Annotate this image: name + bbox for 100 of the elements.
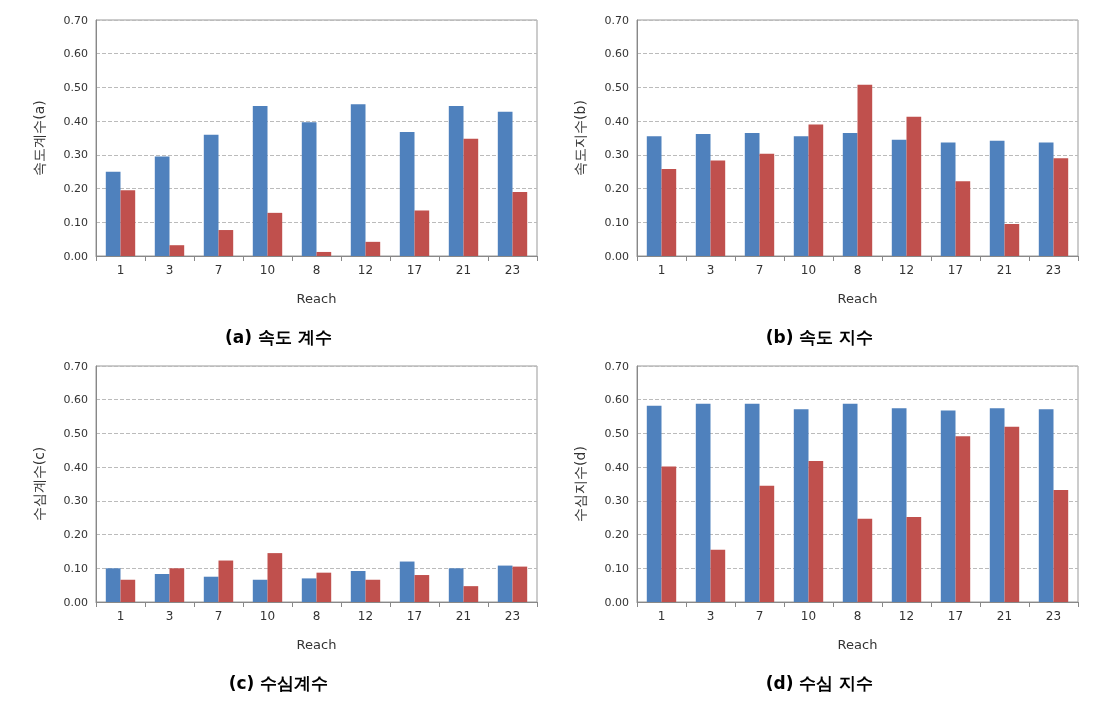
x-tick-label: 7 [214,609,223,623]
y-tick-label: 0.20 [604,528,629,542]
bar [463,138,479,256]
bar [793,409,809,602]
bar [218,230,234,256]
x-tick-label: 23 [504,609,521,623]
y-tick-label: 0.70 [63,13,88,27]
bar [169,568,185,602]
y-tick-label: 0.00 [604,595,629,609]
bar [463,586,479,602]
bar [414,210,430,256]
y-tick-label: 0.20 [604,182,629,196]
bar [695,403,711,602]
y-tick-label: 0.70 [604,359,629,373]
y-tick-label: 0.50 [604,80,629,94]
bar [891,139,907,256]
x-tick-label: 1 [116,263,125,277]
y-tick-label: 0.60 [604,393,629,407]
bar [989,408,1005,602]
y-tick-label: 0.40 [604,114,629,128]
bar [759,485,775,602]
bar [808,461,824,602]
y-tick-label: 0.10 [604,561,629,575]
y-tick-label: 0.20 [63,528,88,542]
y-tick-label: 0.50 [604,426,629,440]
bar [1004,223,1020,256]
bar [252,105,268,256]
bar [120,579,136,602]
bar [154,574,170,602]
bar [316,251,332,256]
x-tick-label: 12 [357,609,374,623]
x-tick-label: 10 [800,263,817,277]
x-tick-label: 1 [657,263,666,277]
bar [218,560,234,602]
x-tick-label: 8 [853,609,862,623]
bar [120,190,136,256]
bar [301,578,317,602]
x-tick-label: 21 [455,609,472,623]
x-tick-label: 12 [898,263,915,277]
y-tick-label: 0.40 [604,460,629,474]
x-tick-label: 3 [165,609,174,623]
x-axis-title: Reach [296,637,337,652]
bar [940,410,956,602]
x-tick-label: 8 [312,609,321,623]
y-tick-label: 0.60 [63,47,88,61]
bar [154,156,170,256]
y-tick-label: 0.30 [604,148,629,162]
bar [1038,409,1054,602]
y-tick-label: 0.40 [63,114,88,128]
x-tick-label: 1 [657,609,666,623]
bar [1053,490,1069,602]
x-axis-title: Reach [837,291,878,306]
y-tick-label: 0.40 [63,460,88,474]
x-tick-label: 23 [1045,609,1062,623]
bar [365,241,381,256]
bar [448,105,464,256]
bar [169,245,185,256]
x-axis-title: Reach [296,291,337,306]
bar [399,131,415,256]
text: (c) 수심계수 [228,672,329,693]
x-tick-label: 8 [312,263,321,277]
bar [808,124,824,256]
bar [350,104,366,256]
y-axis-title: 속도계수(a) [31,100,47,176]
y-tick-label: 0.20 [63,182,88,196]
x-tick-label: 17 [947,263,964,277]
x-tick-label: 12 [898,609,915,623]
bar [203,134,219,256]
x-tick-label: 7 [214,263,223,277]
bar [906,116,922,256]
bar [891,408,907,602]
bar [661,169,677,256]
bar [710,160,726,256]
bar [497,565,513,602]
bar [744,403,760,602]
y-axis-title: 수심계수(c) [31,446,47,522]
bar [857,518,873,602]
bar [940,142,956,256]
y-tick-label: 0.10 [63,215,88,229]
bar [350,570,366,602]
x-tick-label: 17 [406,609,423,623]
x-tick-label: 10 [259,609,276,623]
bar [759,153,775,256]
bar [842,403,858,602]
bar [365,579,381,602]
x-tick-label: 10 [800,609,817,623]
y-tick-label: 0.30 [63,494,88,508]
bar [414,575,430,602]
bar [512,191,528,256]
bar [105,171,121,256]
x-tick-label: 3 [706,263,715,277]
bar [316,572,332,602]
bar [267,553,283,602]
bar [1004,426,1020,602]
bar [955,436,971,602]
text: (a) 속도 계수 [225,326,332,347]
text: (b) 속도 지수 [765,326,874,347]
bar [842,132,858,256]
bar [793,136,809,256]
x-tick-label: 3 [165,263,174,277]
